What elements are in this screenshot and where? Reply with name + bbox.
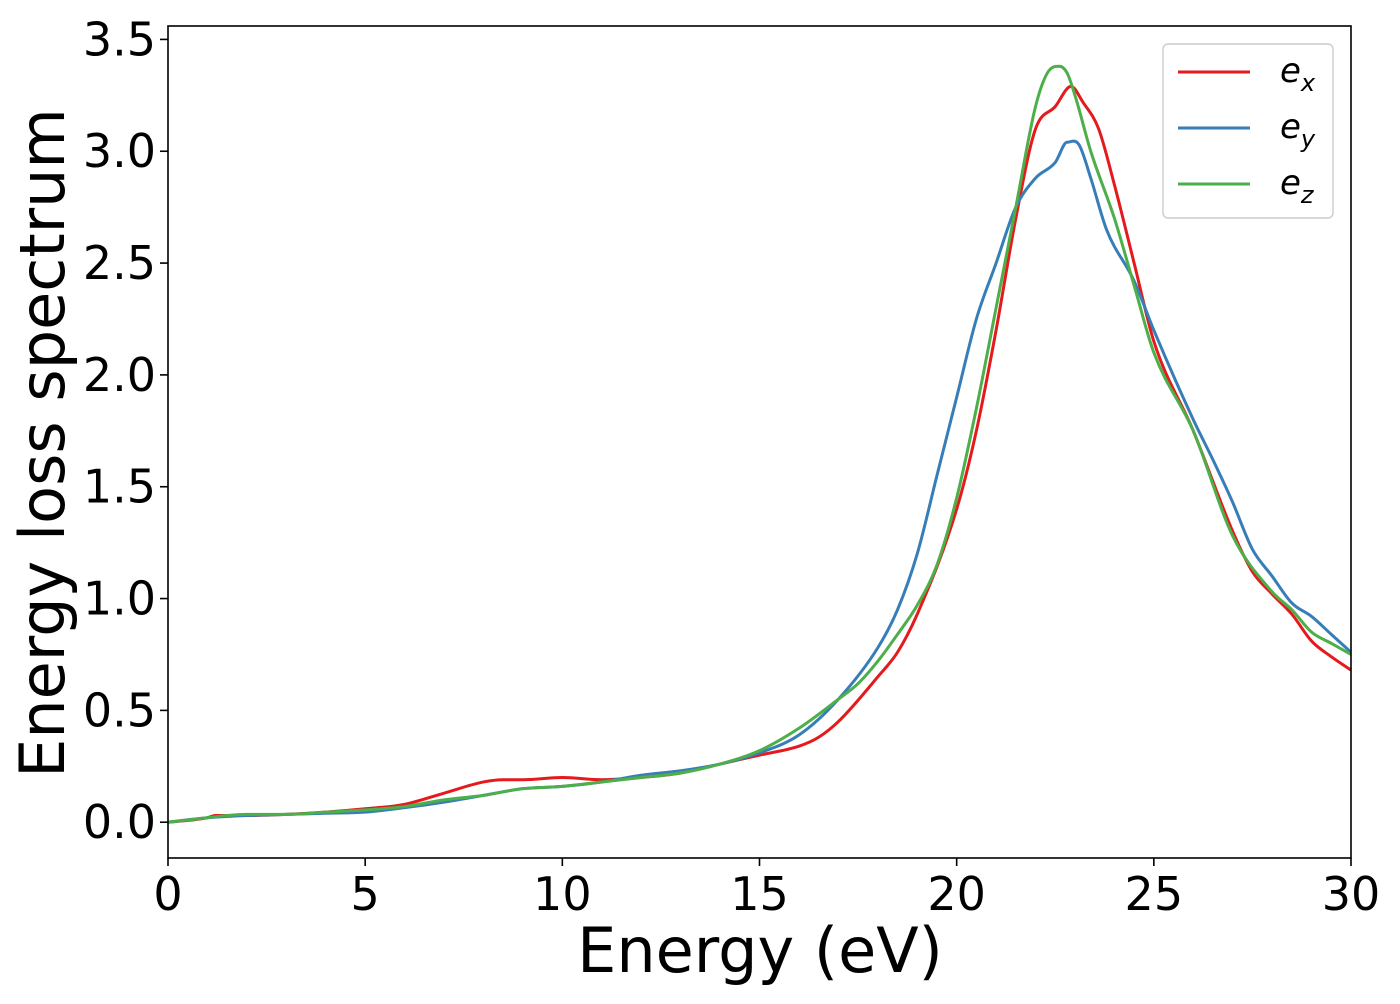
y-tick-label: 2.0	[83, 348, 156, 402]
series-layer	[168, 64, 1351, 824]
y-tick-label: 3.5	[83, 12, 156, 66]
legend: ex ey ez	[1162, 43, 1334, 219]
ticks-layer: 0 5 10 15 20 25 30 0.0 0.5 1.0 1.5 2.0 2.5 3.0 3.5	[83, 12, 1380, 921]
x-tick-label: 30	[1322, 867, 1381, 921]
y-tick-label: 1.5	[83, 460, 156, 514]
y-tick-label: 0.5	[83, 683, 156, 737]
legend-label-y: ey	[1280, 107, 1316, 153]
y-tick-label: 3.0	[83, 124, 156, 178]
legend-box	[1162, 43, 1334, 219]
x-tick-label: 25	[1125, 867, 1184, 921]
x-tick-label: 20	[927, 867, 986, 921]
x-tick-label: 15	[730, 867, 789, 921]
x-tick-label: 5	[351, 867, 380, 921]
x-tick-label: 0	[153, 867, 182, 921]
y-tick-label: 0.0	[83, 795, 156, 849]
series-line-e-y	[168, 139, 1351, 824]
y-tick-label: 1.0	[83, 572, 156, 626]
x-axis-title: Energy (eV)	[577, 914, 943, 987]
x-tick-label: 10	[533, 867, 592, 921]
series-line-e-z	[168, 64, 1351, 824]
legend-label-z: ez	[1280, 163, 1315, 209]
y-axis-title: Energy loss spectrum	[6, 108, 79, 778]
y-tick-label: 2.5	[83, 236, 156, 290]
legend-label-x: ex	[1280, 51, 1316, 97]
